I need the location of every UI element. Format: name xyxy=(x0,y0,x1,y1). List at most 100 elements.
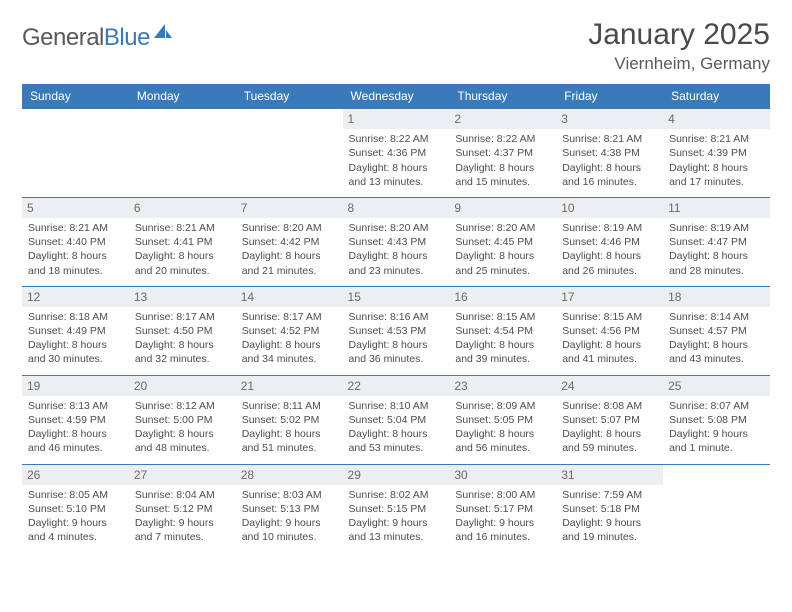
empty-cell xyxy=(129,109,236,198)
sail-icon xyxy=(152,22,174,45)
day-number: 6 xyxy=(129,198,236,218)
day-details: Sunrise: 8:10 AMSunset: 5:04 PMDaylight:… xyxy=(349,399,444,456)
day-details: Sunrise: 8:14 AMSunset: 4:57 PMDaylight:… xyxy=(669,310,764,367)
day-details: Sunrise: 8:15 AMSunset: 4:56 PMDaylight:… xyxy=(562,310,657,367)
day-cell: 20 Sunrise: 8:12 AMSunset: 5:00 PMDayligh… xyxy=(129,375,236,464)
calendar-row: 19 Sunrise: 8:13 AMSunset: 4:59 PMDayligh… xyxy=(22,375,770,464)
day-details: Sunrise: 8:20 AMSunset: 4:45 PMDaylight:… xyxy=(455,221,550,278)
day-number: 24 xyxy=(556,376,663,396)
day-cell: 11 Sunrise: 8:19 AMSunset: 4:47 PMDayligh… xyxy=(663,197,770,286)
day-number: 27 xyxy=(129,465,236,485)
day-header-row: SundayMondayTuesdayWednesdayThursdayFrid… xyxy=(22,84,770,109)
day-details: Sunrise: 8:20 AMSunset: 4:43 PMDaylight:… xyxy=(349,221,444,278)
day-header: Wednesday xyxy=(343,84,450,109)
day-header: Sunday xyxy=(22,84,129,109)
day-details: Sunrise: 8:19 AMSunset: 4:46 PMDaylight:… xyxy=(562,221,657,278)
day-cell: 29 Sunrise: 8:02 AMSunset: 5:15 PMDayligh… xyxy=(343,464,450,552)
day-cell: 8 Sunrise: 8:20 AMSunset: 4:43 PMDaylight… xyxy=(343,197,450,286)
day-details: Sunrise: 8:08 AMSunset: 5:07 PMDaylight:… xyxy=(562,399,657,456)
day-number: 2 xyxy=(449,109,556,129)
day-details: Sunrise: 8:02 AMSunset: 5:15 PMDaylight:… xyxy=(349,488,444,545)
calendar-row: 12Sunrise: 8:18 AMSunset: 4:49 PMDayligh… xyxy=(22,286,770,375)
day-details: Sunrise: 8:22 AMSunset: 4:37 PMDaylight:… xyxy=(455,132,550,189)
day-number: 18 xyxy=(663,287,770,307)
day-cell: 3Sunrise: 8:21 AMSunset: 4:38 PMDaylight… xyxy=(556,109,663,198)
day-cell: 24 Sunrise: 8:08 AMSunset: 5:07 PMDayligh… xyxy=(556,375,663,464)
day-details: Sunrise: 8:09 AMSunset: 5:05 PMDaylight:… xyxy=(455,399,550,456)
day-number: 7 xyxy=(236,198,343,218)
calendar-body: 1 Sunrise: 8:22 AMSunset: 4:36 PMDaylight… xyxy=(22,109,770,553)
day-details: Sunrise: 8:18 AMSunset: 4:49 PMDaylight:… xyxy=(28,310,123,367)
day-details: Sunrise: 8:00 AMSunset: 5:17 PMDaylight:… xyxy=(455,488,550,545)
day-cell: 5Sunrise: 8:21 AMSunset: 4:40 PMDaylight… xyxy=(22,197,129,286)
empty-cell xyxy=(663,464,770,552)
day-details: Sunrise: 8:22 AMSunset: 4:36 PMDaylight:… xyxy=(349,132,444,189)
day-cell: 15Sunrise: 8:16 AMSunset: 4:53 PMDayligh… xyxy=(343,286,450,375)
day-details: Sunrise: 8:17 AMSunset: 4:50 PMDaylight:… xyxy=(135,310,230,367)
day-cell: 26Sunrise: 8:05 AMSunset: 5:10 PMDayligh… xyxy=(22,464,129,552)
day-header: Friday xyxy=(556,84,663,109)
day-cell: 16Sunrise: 8:15 AMSunset: 4:54 PMDayligh… xyxy=(449,286,556,375)
day-cell: 4Sunrise: 8:21 AMSunset: 4:39 PMDaylight… xyxy=(663,109,770,198)
day-number: 29 xyxy=(343,465,450,485)
day-details: Sunrise: 8:15 AMSunset: 4:54 PMDaylight:… xyxy=(455,310,550,367)
day-number: 8 xyxy=(343,198,450,218)
day-cell: 1 Sunrise: 8:22 AMSunset: 4:36 PMDaylight… xyxy=(343,109,450,198)
logo-text: GeneralBlue xyxy=(22,24,150,52)
day-cell: 25Sunrise: 8:07 AMSunset: 5:08 PMDayligh… xyxy=(663,375,770,464)
day-details: Sunrise: 8:17 AMSunset: 4:52 PMDaylight:… xyxy=(242,310,337,367)
day-details: Sunrise: 8:21 AMSunset: 4:38 PMDaylight:… xyxy=(562,132,657,189)
calendar-row: 1 Sunrise: 8:22 AMSunset: 4:36 PMDaylight… xyxy=(22,109,770,198)
day-cell: 18 Sunrise: 8:14 AMSunset: 4:57 PMDayligh… xyxy=(663,286,770,375)
day-cell: 10 Sunrise: 8:19 AMSunset: 4:46 PMDayligh… xyxy=(556,197,663,286)
day-cell: 22Sunrise: 8:10 AMSunset: 5:04 PMDayligh… xyxy=(343,375,450,464)
logo: GeneralBlue xyxy=(22,24,174,52)
day-details: Sunrise: 8:04 AMSunset: 5:12 PMDaylight:… xyxy=(135,488,230,545)
day-number: 28 xyxy=(236,465,343,485)
day-number: 9 xyxy=(449,198,556,218)
day-details: Sunrise: 8:21 AMSunset: 4:39 PMDaylight:… xyxy=(669,132,764,189)
day-cell: 14 Sunrise: 8:17 AMSunset: 4:52 PMDayligh… xyxy=(236,286,343,375)
day-cell: 27 Sunrise: 8:04 AMSunset: 5:12 PMDayligh… xyxy=(129,464,236,552)
day-details: Sunrise: 8:05 AMSunset: 5:10 PMDaylight:… xyxy=(28,488,123,545)
day-cell: 28Sunrise: 8:03 AMSunset: 5:13 PMDayligh… xyxy=(236,464,343,552)
empty-cell xyxy=(22,109,129,198)
day-number: 30 xyxy=(449,465,556,485)
day-header: Monday xyxy=(129,84,236,109)
day-number: 17 xyxy=(556,287,663,307)
day-cell: 7 Sunrise: 8:20 AMSunset: 4:42 PMDaylight… xyxy=(236,197,343,286)
day-details: Sunrise: 8:12 AMSunset: 5:00 PMDaylight:… xyxy=(135,399,230,456)
day-details: Sunrise: 7:59 AMSunset: 5:18 PMDaylight:… xyxy=(562,488,657,545)
day-number: 11 xyxy=(663,198,770,218)
day-number: 20 xyxy=(129,376,236,396)
empty-cell xyxy=(236,109,343,198)
day-details: Sunrise: 8:19 AMSunset: 4:47 PMDaylight:… xyxy=(669,221,764,278)
day-header: Saturday xyxy=(663,84,770,109)
calendar-row: 5Sunrise: 8:21 AMSunset: 4:40 PMDaylight… xyxy=(22,197,770,286)
day-number: 1 xyxy=(343,109,450,129)
logo-word-b: Blue xyxy=(104,24,150,51)
header: GeneralBlue January 2025 Viernheim, Germ… xyxy=(22,18,770,74)
day-details: Sunrise: 8:20 AMSunset: 4:42 PMDaylight:… xyxy=(242,221,337,278)
day-header: Thursday xyxy=(449,84,556,109)
day-cell: 2 Sunrise: 8:22 AMSunset: 4:37 PMDaylight… xyxy=(449,109,556,198)
day-cell: 12Sunrise: 8:18 AMSunset: 4:49 PMDayligh… xyxy=(22,286,129,375)
day-cell: 23 Sunrise: 8:09 AMSunset: 5:05 PMDayligh… xyxy=(449,375,556,464)
day-cell: 21Sunrise: 8:11 AMSunset: 5:02 PMDayligh… xyxy=(236,375,343,464)
day-number: 19 xyxy=(22,376,129,396)
day-number: 25 xyxy=(663,376,770,396)
day-cell: 6Sunrise: 8:21 AMSunset: 4:41 PMDaylight… xyxy=(129,197,236,286)
day-cell: 31Sunrise: 7:59 AMSunset: 5:18 PMDayligh… xyxy=(556,464,663,552)
month-title: January 2025 xyxy=(588,18,770,52)
day-number: 10 xyxy=(556,198,663,218)
location: Viernheim, Germany xyxy=(588,54,770,74)
day-number: 23 xyxy=(449,376,556,396)
day-number: 14 xyxy=(236,287,343,307)
day-details: Sunrise: 8:13 AMSunset: 4:59 PMDaylight:… xyxy=(28,399,123,456)
day-header: Tuesday xyxy=(236,84,343,109)
day-cell: 17 Sunrise: 8:15 AMSunset: 4:56 PMDayligh… xyxy=(556,286,663,375)
calendar-table: SundayMondayTuesdayWednesdayThursdayFrid… xyxy=(22,84,770,552)
day-number: 15 xyxy=(343,287,450,307)
day-details: Sunrise: 8:21 AMSunset: 4:40 PMDaylight:… xyxy=(28,221,123,278)
day-number: 21 xyxy=(236,376,343,396)
